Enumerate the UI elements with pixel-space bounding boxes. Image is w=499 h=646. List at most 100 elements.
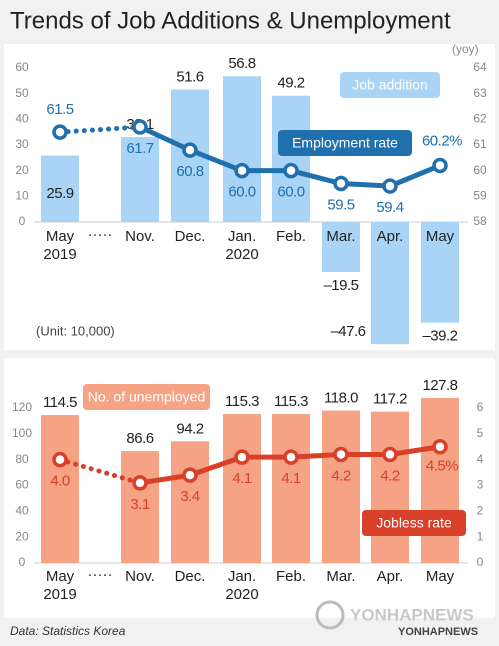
data-label: 60.0 bbox=[228, 184, 255, 201]
y-tick-label: 40 bbox=[15, 504, 29, 518]
data-label: 61.7 bbox=[126, 140, 153, 157]
y-tick-label: 50 bbox=[15, 86, 29, 100]
line bbox=[57, 124, 143, 135]
y-tick-label: 0 bbox=[19, 555, 26, 569]
y-tick-label: 10 bbox=[15, 189, 29, 203]
bar bbox=[371, 222, 409, 345]
data-label: –39.2 bbox=[422, 328, 457, 345]
y2-tick-label: 58 bbox=[473, 214, 487, 228]
data-label: 4.2 bbox=[380, 467, 400, 484]
x-tick-label: Apr. bbox=[376, 568, 404, 585]
data-label: 56.8 bbox=[228, 55, 255, 72]
bar bbox=[121, 451, 159, 563]
y-tick-label: 0 bbox=[19, 214, 26, 228]
data-label: 115.3 bbox=[274, 393, 308, 410]
y-tick-label: 20 bbox=[15, 529, 29, 543]
point bbox=[333, 446, 349, 463]
y2-tick-label: 62 bbox=[473, 112, 487, 126]
y2-tick-label: 59 bbox=[473, 189, 487, 203]
data-label: 51.6 bbox=[176, 69, 203, 86]
data-label: 59.5 bbox=[327, 196, 354, 213]
bar bbox=[41, 415, 79, 563]
legend-label: Jobless rate bbox=[376, 515, 452, 531]
bar bbox=[171, 441, 209, 563]
x-tick-label: Mar. bbox=[326, 568, 356, 585]
point bbox=[283, 162, 299, 179]
y2-tick-label: 0 bbox=[477, 555, 484, 569]
x-tick-label: Feb. bbox=[275, 228, 306, 245]
bar bbox=[322, 222, 360, 273]
y2-tick-label: 61 bbox=[473, 137, 487, 151]
point bbox=[182, 467, 198, 483]
data-label: –19.5 bbox=[323, 277, 358, 294]
x-tick-label: Jan. 2020 bbox=[225, 228, 259, 263]
data-label: 118.0 bbox=[324, 390, 358, 407]
watermark: YONHAPNEWS bbox=[350, 605, 474, 624]
y2-tick-label: 6 bbox=[477, 400, 484, 414]
y2-tick-label: 3 bbox=[477, 478, 484, 492]
legend-label: No. of unemployed bbox=[88, 389, 206, 405]
data-label: 49.2 bbox=[277, 75, 304, 92]
title: Trends of Job Additions & Unemployment bbox=[10, 7, 451, 34]
y2-tick-label: 2 bbox=[477, 504, 484, 518]
y2-tick-label: 5 bbox=[477, 426, 484, 440]
data-label: 4.1 bbox=[281, 470, 301, 487]
y2-tick-label: 4 bbox=[477, 452, 484, 466]
data-label: 61.5 bbox=[46, 101, 73, 118]
y2-axis-label: (yoy) bbox=[452, 42, 479, 56]
x-tick-label: Apr. bbox=[376, 228, 404, 245]
data-label: 115.3 bbox=[225, 393, 259, 410]
line bbox=[57, 457, 143, 486]
data-label: 60.8 bbox=[176, 163, 203, 180]
bar bbox=[272, 414, 310, 563]
point bbox=[182, 142, 198, 158]
x-tick-label: Nov. bbox=[125, 228, 155, 245]
source: Data: Statistics Korea bbox=[10, 624, 126, 638]
x-tick-label: Mar. bbox=[326, 228, 356, 245]
logo bbox=[315, 600, 345, 630]
point bbox=[234, 449, 250, 465]
x-tick-label: May bbox=[425, 228, 455, 245]
legend-label: Employment rate bbox=[292, 135, 398, 151]
x-tick-label: Feb. bbox=[275, 568, 306, 585]
point bbox=[333, 175, 349, 192]
bar bbox=[223, 414, 261, 563]
point bbox=[382, 178, 398, 194]
data-label: 86.6 bbox=[126, 430, 153, 447]
bar bbox=[421, 397, 459, 563]
data-label: 4.1 bbox=[232, 470, 252, 487]
data-label: 94.2 bbox=[176, 420, 203, 437]
bar bbox=[371, 411, 409, 563]
bar bbox=[121, 137, 159, 222]
bar bbox=[223, 76, 261, 222]
data-label: 59.4 bbox=[376, 199, 403, 216]
point bbox=[132, 475, 148, 491]
y-tick-label: 40 bbox=[15, 112, 29, 126]
data-label: 60.2% bbox=[422, 133, 462, 150]
data-label: 4.2 bbox=[331, 467, 351, 484]
legend-box bbox=[83, 384, 210, 410]
y-tick-label: 80 bbox=[15, 452, 29, 466]
x-tick-label: May bbox=[425, 568, 455, 585]
x-tick-label: May 2019 bbox=[43, 568, 77, 603]
gap-marker: ····· bbox=[87, 226, 113, 243]
data-label: 3.4 bbox=[180, 488, 200, 505]
y2-tick-label: 1 bbox=[477, 529, 484, 543]
data-label: –47.6 bbox=[330, 323, 365, 340]
y-tick-label: 20 bbox=[15, 163, 29, 177]
data-label: 127.8 bbox=[422, 377, 457, 394]
legend-box bbox=[278, 130, 412, 156]
y-tick-label: 30 bbox=[15, 137, 29, 151]
point bbox=[283, 449, 299, 465]
x-tick-label: Nov. bbox=[125, 568, 155, 585]
y-tick-label: 60 bbox=[15, 60, 29, 74]
data-label: 3.1 bbox=[130, 496, 150, 513]
x-tick-label: Dec. bbox=[174, 228, 206, 245]
data-label: 60.0 bbox=[277, 184, 304, 201]
data-label: 25.9 bbox=[46, 185, 73, 202]
point bbox=[52, 124, 68, 140]
y2-tick-label: 63 bbox=[473, 86, 487, 100]
point bbox=[432, 157, 448, 174]
